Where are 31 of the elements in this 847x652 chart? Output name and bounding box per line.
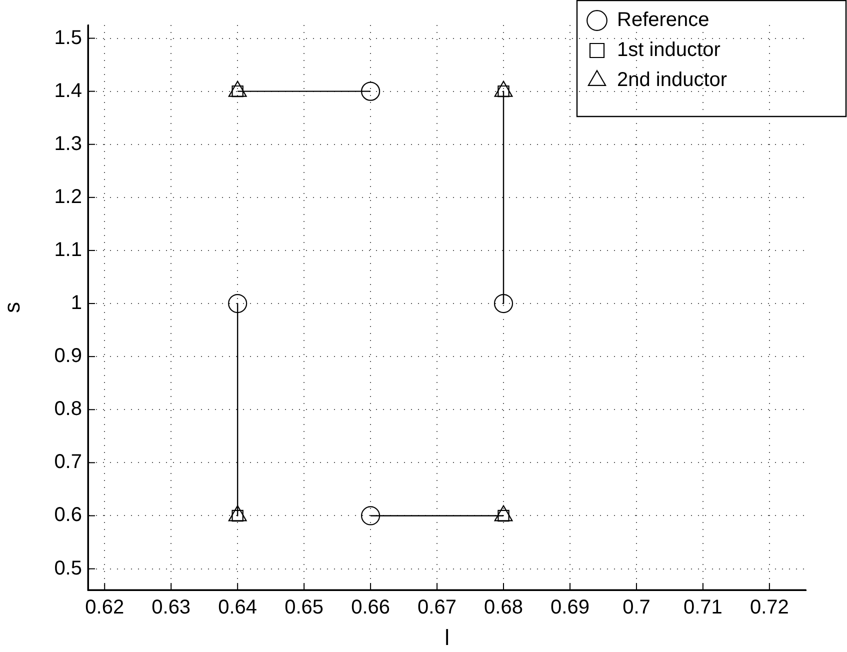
- point: [360, 506, 380, 526]
- point: [494, 294, 514, 314]
- y-tick-label: 1.4: [54, 80, 82, 102]
- y-tick-label: 0.5: [54, 557, 82, 580]
- y-axis-title: s: [0, 302, 24, 313]
- x-tick-label: 0.66: [351, 596, 390, 619]
- y-tick-label: 1.2: [54, 186, 82, 208]
- x-tick-label: 0.65: [284, 596, 324, 619]
- y-tick-label: 0.8: [54, 398, 82, 420]
- y-tick-label: 1.1: [54, 238, 82, 261]
- y-tick-label: 0.6: [54, 504, 82, 526]
- y-tick-label: 0.7: [54, 451, 82, 474]
- x-tick-label: 0.72: [750, 596, 789, 619]
- y-tick-label: 1.3: [54, 132, 82, 155]
- x-tick-label: 0.69: [550, 596, 590, 619]
- x-tick-label: 0.7: [622, 596, 650, 619]
- legend-label: Reference: [617, 9, 710, 32]
- x-tick-label: 0.68: [484, 596, 523, 619]
- point: [360, 82, 380, 101]
- legend-label: 1st inductor: [617, 39, 721, 62]
- x-tick-label: 0.71: [683, 596, 722, 619]
- x-tick-label: 0.64: [218, 596, 258, 619]
- y-tick-label: 1: [70, 292, 82, 314]
- x-axis-title: l: [444, 624, 450, 650]
- x-tick-label: 0.67: [418, 596, 456, 619]
- y-tick-label: 1.5: [54, 26, 82, 49]
- legend-label: 2nd inductor: [617, 69, 728, 92]
- y-tick-label: 0.9: [54, 345, 82, 368]
- point: [228, 294, 248, 314]
- x-tick-label: 0.63: [152, 596, 191, 619]
- x-tick-label: 0.62: [85, 596, 124, 619]
